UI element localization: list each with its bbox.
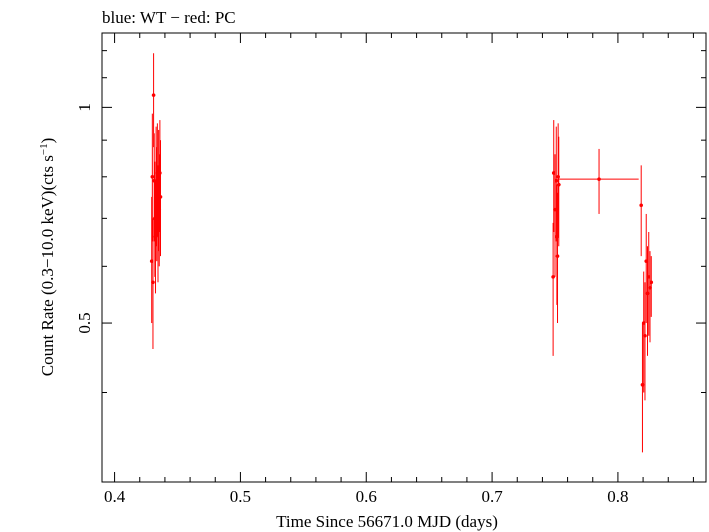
point-marker (643, 333, 647, 338)
point-marker (555, 254, 560, 258)
data-point (555, 192, 560, 324)
data-point (556, 136, 561, 247)
data-point (158, 140, 163, 257)
point-marker (151, 280, 155, 285)
point-marker (158, 171, 162, 175)
x-axis-label: Time Since 56671.0 MJD (days) (276, 512, 498, 531)
y-tick-label: 1 (75, 103, 94, 112)
data-marks (149, 53, 654, 453)
point-marker (556, 175, 560, 179)
point-marker (151, 93, 156, 97)
x-tick-label: 0.5 (230, 487, 251, 506)
data-point (151, 53, 156, 148)
plot-frame (101, 32, 707, 483)
y-axis-label-main: Count Rate (0.3−10.0 keV)(cts s (38, 155, 57, 376)
y-axis-label-close: ) (38, 138, 57, 144)
data-point (559, 148, 639, 214)
data-point (639, 165, 643, 257)
chart-title: blue: WT − red: PC (102, 8, 236, 27)
point-marker (639, 203, 643, 208)
point-marker (150, 175, 155, 179)
y-tick-label: 0.5 (75, 312, 94, 333)
data-point (649, 256, 654, 317)
data-point (150, 113, 155, 242)
y-axis-label-exponent: −1 (38, 143, 50, 155)
point-marker (597, 177, 601, 181)
data-point (643, 282, 647, 401)
x-tick-label: 0.4 (104, 487, 126, 506)
x-tick-label: 0.6 (356, 487, 377, 506)
y-axis-label: Count Rate (0.3−10.0 keV)(cts s−1) (38, 138, 57, 377)
data-point (151, 218, 155, 349)
point-marker (556, 182, 561, 187)
point-marker (158, 195, 163, 199)
data-point (554, 126, 559, 242)
axis-ticks: 0.4 0.5 0.6 0.7 0.8 0.5 1 (75, 33, 706, 506)
x-tick-label: 0.7 (481, 487, 503, 506)
data-point (551, 222, 555, 356)
x-tick-label: 0.8 (607, 487, 628, 506)
point-marker (554, 178, 559, 183)
point-marker (551, 275, 555, 279)
point-marker (649, 280, 654, 285)
